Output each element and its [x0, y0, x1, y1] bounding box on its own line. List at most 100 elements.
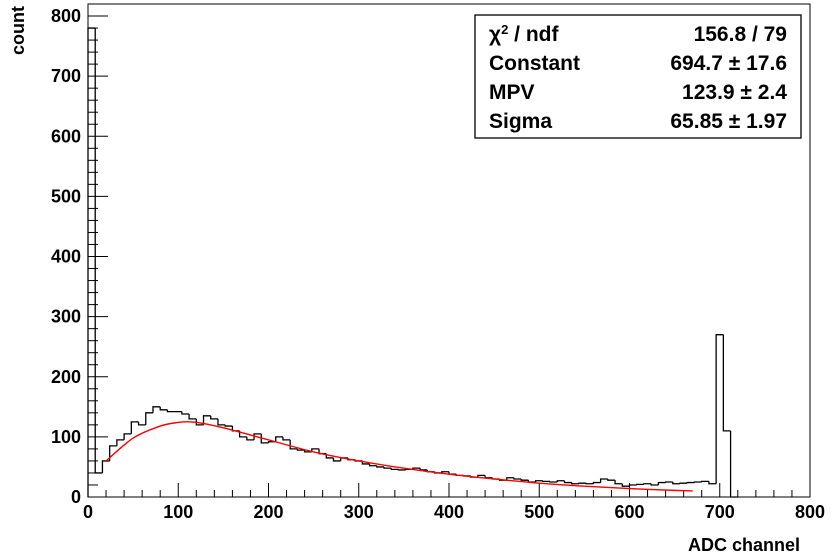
x-tick-label: 0 — [83, 502, 93, 522]
histogram-bin — [549, 481, 558, 483]
histogram-bin — [534, 480, 543, 482]
histogram-bin — [614, 480, 623, 485]
stats-box-frame — [474, 14, 802, 139]
histogram-bin — [116, 439, 125, 446]
x-tick-label: 200 — [253, 502, 283, 522]
histogram-bin — [383, 466, 392, 469]
histogram-bin — [477, 474, 486, 478]
histogram-bin — [484, 475, 493, 479]
histogram-bin — [542, 480, 551, 483]
y-tick-label: 400 — [51, 247, 81, 267]
x-tick-label: 300 — [344, 502, 374, 522]
histogram-bin — [664, 481, 673, 483]
histogram-bin — [441, 471, 449, 473]
histogram-bin — [643, 483, 652, 485]
y-axis-label: count — [8, 6, 28, 55]
x-tick-label: 700 — [705, 502, 735, 522]
histogram-bin — [152, 406, 161, 413]
stats-row-label: χ2 / ndf — [489, 22, 559, 47]
histogram-bin — [513, 477, 522, 480]
x-tick-label: 800 — [795, 502, 825, 522]
histogram-bin — [159, 406, 168, 411]
histogram-bin — [303, 450, 312, 453]
histogram-bin — [592, 481, 601, 484]
histogram-bin — [332, 457, 341, 462]
histogram-bin — [123, 433, 132, 440]
histogram-bin — [210, 415, 218, 420]
histogram-bin — [94, 28, 103, 474]
y-tick-label: 0 — [71, 487, 81, 507]
histogram-bin — [166, 409, 175, 413]
stats-row-value: 65.85 ± 1.97 — [670, 110, 787, 133]
x-tick-label: 600 — [614, 502, 644, 522]
histogram-bin — [397, 469, 406, 471]
histogram-bin — [607, 478, 616, 481]
histogram-bin — [130, 421, 139, 434]
x-axis-label: ADC channel — [688, 535, 800, 555]
histogram-bin — [390, 468, 399, 470]
histogram-bin — [188, 414, 197, 420]
histogram-bin — [419, 468, 428, 471]
y-tick-label: 100 — [51, 427, 81, 447]
histogram-bin — [628, 484, 637, 487]
histogram-bin — [238, 430, 247, 438]
histogram-bin — [282, 436, 291, 441]
histogram-bin — [636, 483, 644, 486]
histogram-bin — [195, 418, 204, 426]
histogram-bin — [520, 478, 529, 481]
y-tick-label: 500 — [51, 186, 81, 206]
histogram-bin — [368, 463, 377, 467]
histogram-bin — [679, 482, 688, 484]
histogram-bin — [672, 481, 681, 485]
histogram-bin — [563, 480, 572, 484]
y-tick-label: 700 — [51, 66, 81, 86]
histogram-bin — [715, 334, 724, 484]
histogram-bin — [296, 448, 305, 451]
histogram-bin — [181, 411, 190, 415]
histogram-bin — [101, 460, 110, 473]
histogram-bin — [109, 445, 117, 461]
histogram-bin — [621, 483, 630, 487]
histogram-bin — [657, 481, 666, 485]
y-tick-label: 600 — [51, 126, 81, 146]
histogram-bin — [224, 424, 233, 427]
y-tick-label: 800 — [51, 6, 81, 26]
fit-curve-layer — [105, 421, 693, 492]
histogram-bin — [708, 481, 717, 485]
histogram-bin — [506, 477, 514, 481]
histogram-bin — [701, 480, 709, 483]
stats-row-label: Constant — [489, 52, 580, 75]
histogram-bin — [202, 415, 211, 425]
histogram-bin — [275, 436, 283, 442]
histogram-bin — [599, 478, 608, 483]
x-tick-label: 100 — [163, 502, 193, 522]
histogram-bin — [693, 481, 702, 483]
fit-curve — [105, 421, 693, 492]
histogram-bin — [729, 430, 738, 498]
x-tick-label: 400 — [434, 502, 464, 522]
stats-row-label: MPV — [489, 81, 535, 104]
histogram-bin — [686, 481, 695, 484]
histogram-bin — [578, 482, 587, 484]
histogram-bin — [246, 436, 255, 441]
histogram-bin — [650, 483, 659, 486]
histogram-bin — [260, 433, 269, 444]
y-tick-label: 300 — [51, 307, 81, 327]
axis-ticks: 0 100 200 300 400 500 600 700 800 0 100 200 300 400 50… — [51, 3, 825, 522]
histogram-bin — [145, 412, 153, 425]
histogram-bin — [253, 433, 262, 440]
histogram-bin — [137, 421, 146, 426]
stats-row-value: 156.8 / 79 — [694, 23, 787, 46]
plot-frame — [87, 3, 811, 498]
y-tick-label: 200 — [51, 367, 81, 387]
histogram-bin — [571, 482, 579, 485]
histogram-bin — [376, 465, 385, 468]
histogram-bin — [217, 418, 226, 426]
histogram-bin — [722, 334, 731, 432]
fit-stats-box: χ2 / ndf 156.8 / 79 Constant 694.7 ± 17.6 MP… — [474, 14, 802, 139]
histogram-bin — [289, 439, 298, 450]
stats-row-label: Sigma — [489, 110, 552, 133]
histogram-bin — [585, 483, 594, 485]
stats-row-value: 123.9 ± 2.4 — [682, 81, 787, 104]
